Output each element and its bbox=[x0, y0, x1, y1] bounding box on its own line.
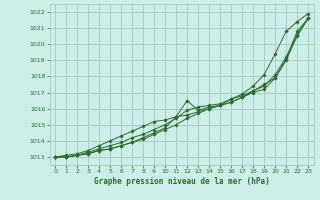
X-axis label: Graphe pression niveau de la mer (hPa): Graphe pression niveau de la mer (hPa) bbox=[94, 177, 269, 186]
